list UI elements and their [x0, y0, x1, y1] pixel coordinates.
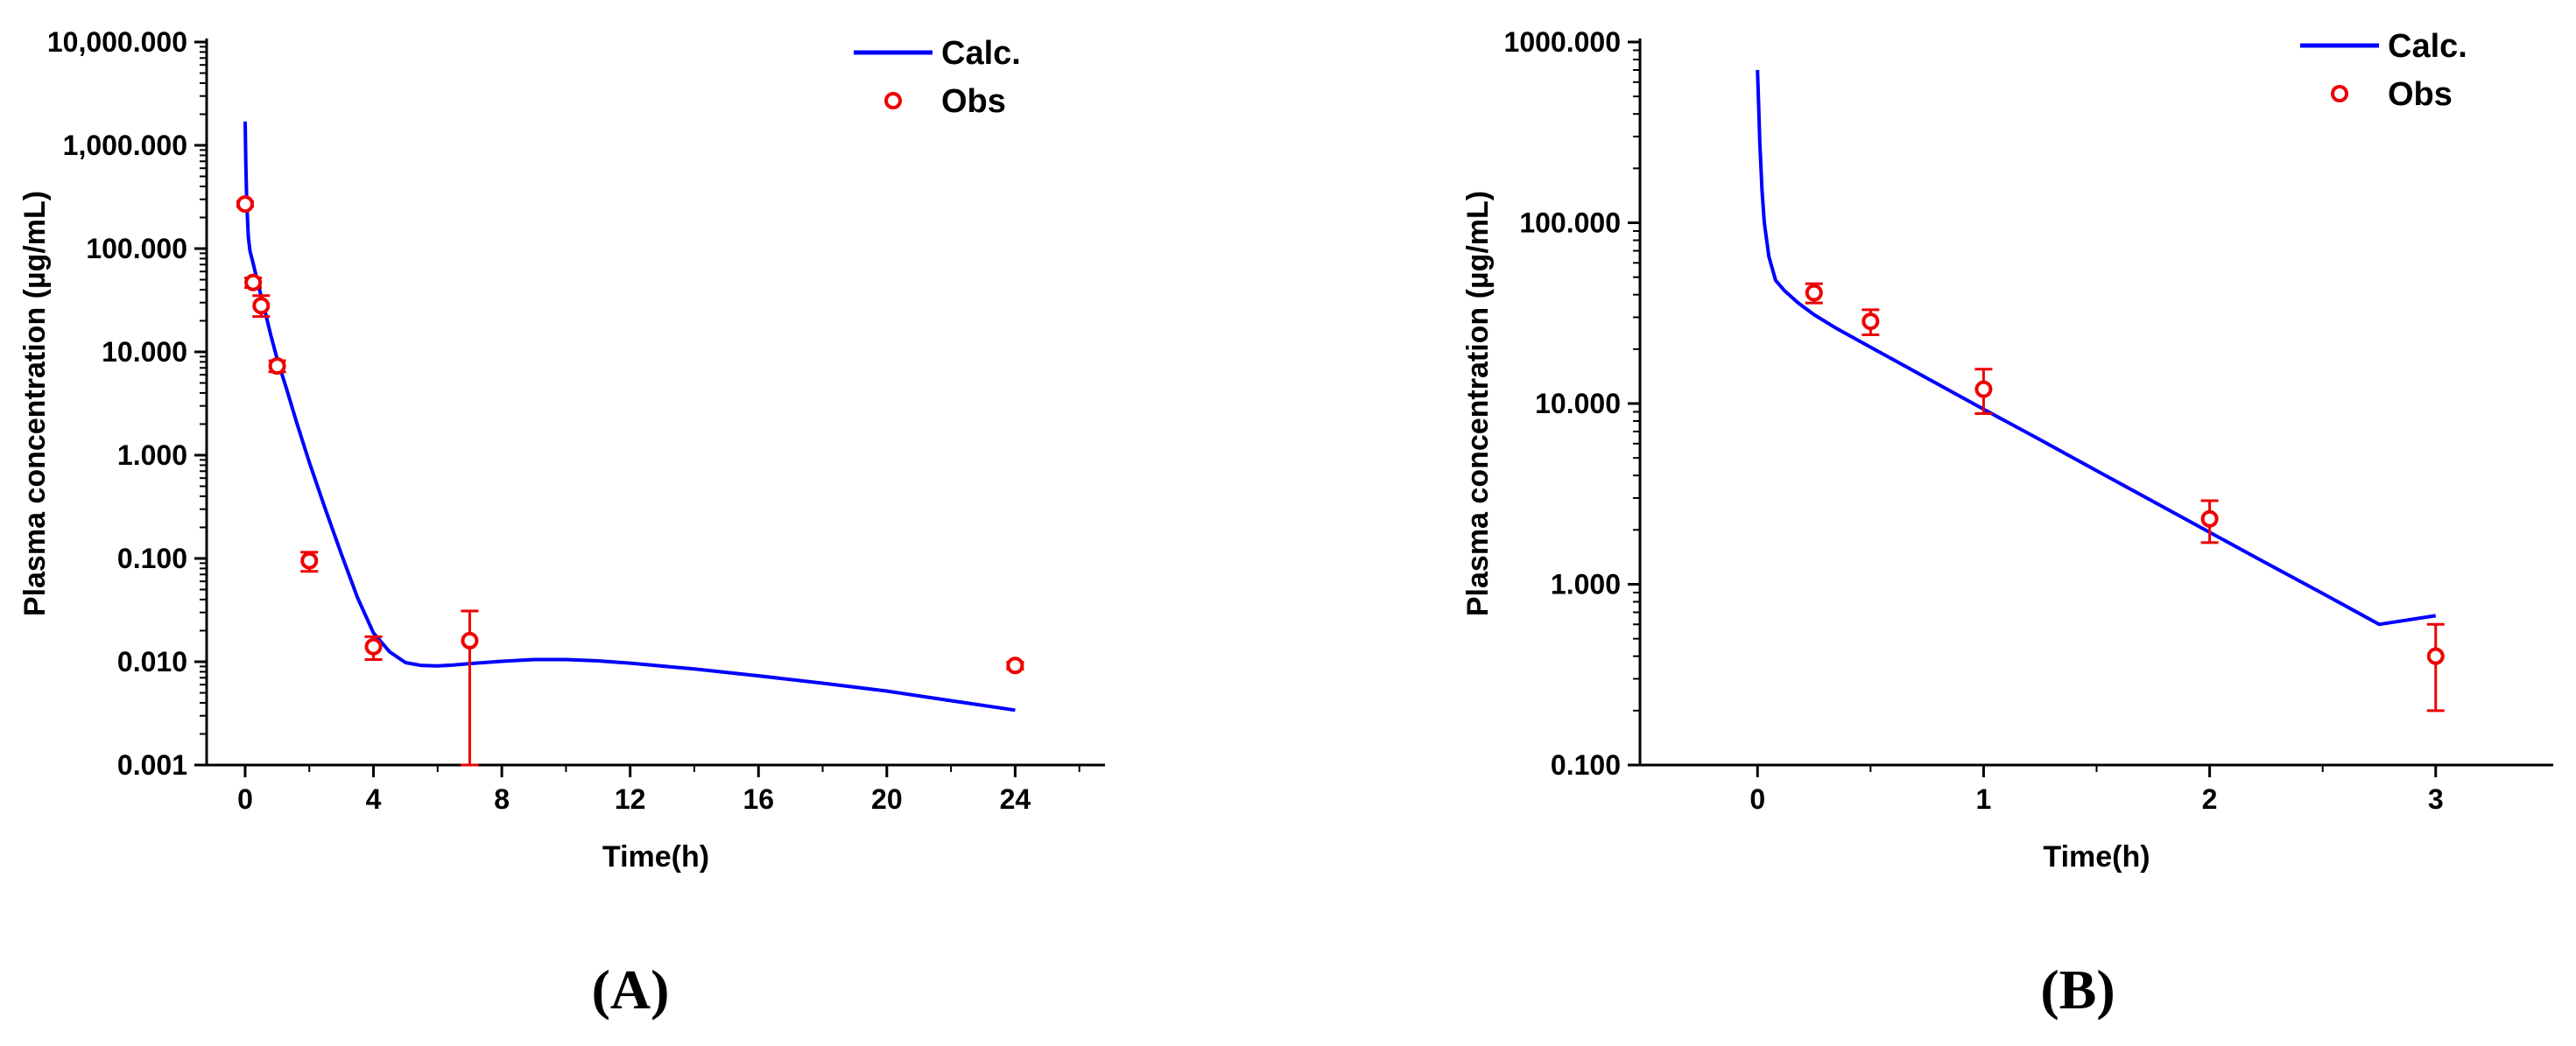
panel-b-axes: 0.100 1.000 10.000 100.000 1000.000 0 1 2 3 — [1504, 26, 2553, 815]
x-tick-label: 3 — [2428, 783, 2444, 815]
panel-b-y-ticks: 0.100 1.000 10.000 100.000 1000.000 — [1504, 26, 1640, 781]
panel-a-x-ticks: 0 4 8 12 16 20 24 — [237, 765, 1080, 815]
panel-a-plot-area — [236, 121, 1024, 767]
y-tick-label: 0.100 — [117, 543, 187, 574]
obs-point — [364, 635, 383, 661]
y-tick-label: 10,000.000 — [47, 26, 187, 58]
x-tick-label: 4 — [366, 783, 382, 815]
panel-b: 0.100 1.000 10.000 100.000 1000.000 0 1 2 3 Tim… — [1461, 26, 2553, 1021]
y-tick-label: 0.100 — [1551, 749, 1621, 781]
obs-point — [1974, 368, 1993, 415]
obs-marker — [268, 357, 286, 376]
obs-point — [1805, 282, 1823, 305]
y-tick-label: 1.000 — [117, 439, 187, 471]
panel-b-calc-line — [1756, 69, 2437, 627]
obs-marker — [300, 551, 319, 570]
obs-point — [236, 195, 254, 214]
obs-point — [461, 609, 479, 767]
obs-point — [268, 357, 286, 376]
y-tick-label: 100.000 — [86, 233, 187, 264]
y-tick-label: 10.000 — [102, 336, 187, 368]
y-tick-label: 0.010 — [117, 646, 187, 677]
x-tick-label: 20 — [871, 783, 903, 815]
obs-marker — [1862, 312, 1880, 331]
obs-marker — [1006, 656, 1024, 675]
obs-marker — [244, 273, 263, 291]
panel-a-axes: 0.001 0.010 0.100 1.000 10.000 100.000 1,000.0… — [47, 26, 1105, 815]
y-tick-label: 1,000.000 — [63, 130, 187, 161]
panel-a: 0.001 0.010 0.100 1.000 10.000 100.000 1,000.0… — [18, 26, 1105, 1021]
panel-a-legend-obs-swatch — [884, 92, 902, 109]
obs-point — [1862, 308, 1880, 336]
panel-a-legend-obs-label: Obs — [941, 83, 1006, 120]
panel-a-calc-line — [243, 121, 1016, 713]
obs-point — [1006, 656, 1024, 675]
panel-a-legend: Calc. Obs — [854, 35, 1021, 120]
y-tick-label: 0.001 — [117, 749, 187, 781]
panel-b-x-ticks: 0 1 2 3 — [1749, 765, 2444, 815]
obs-point — [2200, 499, 2219, 544]
obs-marker — [461, 631, 479, 649]
obs-marker — [1974, 380, 1993, 398]
panel-a-legend-calc-label: Calc. — [941, 35, 1021, 72]
x-tick-label: 8 — [494, 783, 510, 815]
panel-b-legend-obs-swatch — [2331, 85, 2348, 102]
y-tick-label: 100.000 — [1519, 207, 1621, 239]
panel-a-y-axis-title: Plasma concentration (µg/mL) — [18, 191, 52, 616]
x-tick-label: 1 — [1976, 783, 1992, 815]
y-tick-label: 1000.000 — [1504, 26, 1621, 58]
obs-marker — [252, 297, 271, 315]
obs-marker — [364, 637, 383, 656]
obs-point — [300, 551, 319, 573]
x-tick-label: 2 — [2202, 783, 2218, 815]
panel-b-legend-calc-label: Calc. — [2388, 28, 2467, 65]
panel-a-y-ticks: 0.001 0.010 0.100 1.000 10.000 100.000 1,000.0… — [47, 26, 207, 781]
x-tick-label: 12 — [615, 783, 646, 815]
obs-point — [252, 294, 271, 319]
obs-point — [244, 273, 263, 291]
panel-b-plot-area — [1756, 69, 2445, 713]
panel-a-x-axis-title: Time(h) — [602, 840, 709, 874]
y-tick-label: 1.000 — [1551, 569, 1621, 600]
panel-b-obs-points — [1805, 282, 2445, 713]
panel-b-label: (B) — [2040, 958, 2115, 1021]
obs-marker — [236, 195, 254, 214]
x-tick-label: 24 — [1000, 783, 1031, 815]
obs-marker — [2200, 509, 2219, 528]
x-tick-label: 0 — [237, 783, 253, 815]
panel-b-legend: Calc. Obs — [2300, 28, 2467, 113]
panel-a-label: (A) — [592, 958, 670, 1021]
y-tick-label: 10.000 — [1535, 388, 1621, 419]
obs-point — [2426, 622, 2445, 713]
panel-a-obs-points — [236, 195, 1024, 767]
x-tick-label: 0 — [1749, 783, 1765, 815]
obs-marker — [2426, 647, 2445, 665]
obs-marker — [1805, 284, 1823, 302]
panel-b-y-axis-title: Plasma concentration (µg/mL) — [1461, 191, 1495, 616]
panel-b-legend-obs-label: Obs — [2388, 76, 2453, 113]
x-tick-label: 16 — [743, 783, 774, 815]
panel-b-x-axis-title: Time(h) — [2043, 840, 2150, 874]
